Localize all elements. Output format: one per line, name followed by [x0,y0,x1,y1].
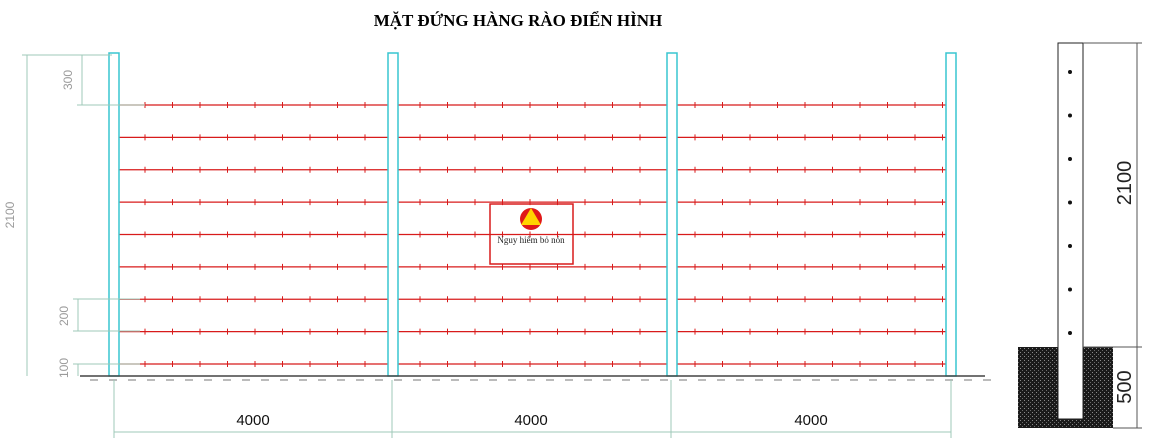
left-dimensions [22,54,145,376]
fence-elevation: Nguy hiểm bỏ nón 2100 300 200 100 4000 4… [3,52,991,438]
wire-hole [1068,70,1072,74]
dim-panel-1: 4000 [236,412,269,429]
fence-post [108,52,120,377]
section-height: 2100 [1114,161,1136,206]
post-section: 2100 500 [1018,42,1142,429]
wire-hole [1068,331,1072,335]
wire-hole [1068,200,1072,205]
dim-panel-3: 4000 [794,412,827,429]
section-embed-depth: 500 [1114,370,1136,403]
dim-wire-spacing: 200 [57,306,71,326]
wire-hole [1068,287,1072,292]
wire-hole [1068,157,1072,161]
dim-bottom-offset: 100 [57,358,71,378]
fence-post [666,52,678,377]
fence-post [945,52,957,377]
section-dimensions [1083,42,1142,429]
dim-panel-2: 4000 [514,412,547,429]
sign-text: Nguy hiểm bỏ nón [497,235,565,245]
wire-holes [1068,70,1072,335]
fence-post [387,52,399,377]
post-profile [1057,42,1084,420]
drawing-title: MẶT ĐỨNG HÀNG RÀO ĐIỂN HÌNH [374,11,663,30]
wire-hole [1068,113,1072,118]
dim-total-height: 2100 [3,201,17,228]
sign-frame [489,203,574,265]
wire-hole [1068,244,1072,248]
dim-top-offset: 300 [61,70,75,90]
bottom-dimensions [113,380,952,438]
warning-triangle-icon [521,208,541,225]
barbed-wires [114,102,955,367]
concrete-footing [1018,347,1113,428]
warning-sign: Nguy hiểm bỏ nón [489,203,574,265]
